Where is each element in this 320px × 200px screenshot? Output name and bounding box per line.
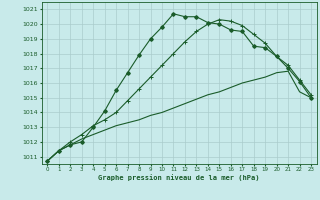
X-axis label: Graphe pression niveau de la mer (hPa): Graphe pression niveau de la mer (hPa) [99, 174, 260, 181]
